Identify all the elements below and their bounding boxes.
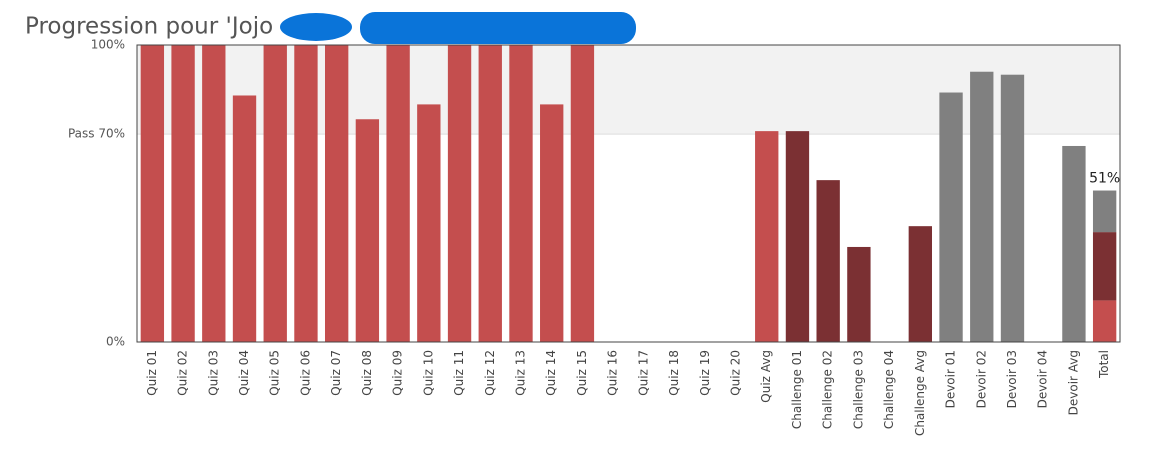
bar <box>970 71 994 342</box>
x-tick-label: Challenge 04 <box>882 350 896 429</box>
bar <box>570 45 595 342</box>
x-tick-label: Devoir 03 <box>1005 350 1019 408</box>
bar <box>755 131 779 342</box>
x-tick-label: Challenge 01 <box>790 350 804 429</box>
bar <box>1092 300 1117 342</box>
x-tick-label: Quiz 07 <box>329 350 343 396</box>
redaction <box>360 12 636 44</box>
x-tick-label: Quiz Avg <box>759 350 773 403</box>
x-tick-label: Quiz 19 <box>698 350 712 396</box>
bar <box>816 180 840 342</box>
bar <box>509 45 533 342</box>
x-tick-label: Quiz 01 <box>145 350 159 396</box>
bar <box>1092 190 1117 233</box>
x-tick-label: Challenge 02 <box>821 350 835 429</box>
y-tick-label: 100% <box>91 38 125 52</box>
bar <box>540 104 564 343</box>
x-tick-label: Quiz 15 <box>575 350 589 396</box>
plot-frame <box>136 44 1121 343</box>
bar <box>1092 232 1117 301</box>
x-tick-label: Quiz 10 <box>421 350 435 396</box>
redaction <box>280 13 352 41</box>
x-tick-label: Total <box>1097 350 1111 379</box>
bar <box>324 45 349 342</box>
x-tick-label: Quiz 12 <box>483 350 497 396</box>
bar <box>232 95 257 343</box>
x-tick-label: Quiz 13 <box>513 350 527 396</box>
x-tick-label: Challenge 03 <box>851 350 865 429</box>
bar <box>263 45 287 342</box>
bar <box>417 104 441 343</box>
bar <box>847 246 871 342</box>
bar <box>171 45 195 342</box>
x-tick-label: Quiz 16 <box>606 350 620 396</box>
bar <box>386 45 410 342</box>
x-tick-label: Devoir Avg <box>1066 350 1080 415</box>
bar <box>202 45 226 342</box>
annotation: 51% <box>1089 171 1120 187</box>
x-tick-label: Quiz 08 <box>360 350 374 396</box>
bar <box>785 131 810 342</box>
x-tick-label: Quiz 20 <box>729 350 743 396</box>
x-tick-label: Quiz 09 <box>391 350 405 396</box>
x-tick-label: Quiz 05 <box>268 350 282 396</box>
x-tick-label: Quiz 17 <box>636 350 650 396</box>
bar <box>294 45 318 342</box>
x-tick-label: Quiz 03 <box>206 350 220 396</box>
x-tick-label: Quiz 11 <box>452 350 466 396</box>
chart-title: Progression pour 'Jojo <box>25 14 273 40</box>
x-tick-label: Quiz 02 <box>176 350 190 396</box>
bar <box>1062 145 1086 342</box>
x-tick-label: Quiz 14 <box>544 350 558 396</box>
bar <box>478 45 502 342</box>
y-tick-label: 0% <box>106 335 125 349</box>
bar <box>939 92 963 343</box>
bar <box>908 226 933 342</box>
bar <box>140 45 165 342</box>
bar <box>355 119 380 342</box>
x-tick-label: Quiz 04 <box>237 350 251 396</box>
bar <box>1000 74 1025 342</box>
y-tick-label: Pass 70% <box>68 127 125 141</box>
x-tick-label: Devoir 01 <box>944 350 958 408</box>
x-tick-label: Quiz 18 <box>667 350 681 396</box>
x-tick-label: Challenge Avg <box>913 350 927 436</box>
bar <box>447 45 472 342</box>
x-tick-label: Devoir 02 <box>974 350 988 408</box>
x-tick-label: Quiz 06 <box>298 350 312 396</box>
x-tick-label: Devoir 04 <box>1036 350 1050 408</box>
